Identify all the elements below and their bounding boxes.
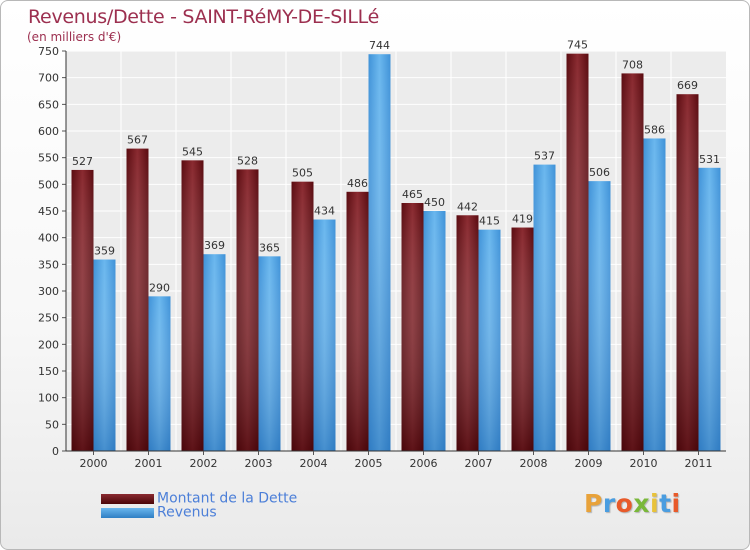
bar-revenus-shade xyxy=(698,167,721,452)
x-tick-label: 2010 xyxy=(630,457,658,470)
data-label: 506 xyxy=(589,166,610,179)
y-tick-label: 50 xyxy=(45,418,59,431)
data-label: 365 xyxy=(259,241,280,254)
bar-revenus-shade xyxy=(368,54,391,451)
bar-revenus-shade xyxy=(203,254,226,451)
y-tick-label: 500 xyxy=(38,178,59,191)
bar-revenus-shade xyxy=(533,164,556,451)
x-tick-label: 2005 xyxy=(355,457,383,470)
legend-label-debt: Montant de la Dette xyxy=(157,490,298,507)
bar-revenus-shade xyxy=(148,296,171,451)
legend-swatch-debt xyxy=(101,493,154,504)
data-label: 708 xyxy=(622,58,643,71)
data-label: 450 xyxy=(424,196,445,209)
data-label: 744 xyxy=(369,39,390,52)
data-label: 567 xyxy=(127,134,148,147)
data-label: 434 xyxy=(314,205,335,218)
y-tick-label: 750 xyxy=(38,45,59,58)
x-tick-label: 2006 xyxy=(410,457,438,470)
x-tick-label: 2009 xyxy=(575,457,603,470)
y-tick-label: 400 xyxy=(38,232,59,245)
legend-item-debt: Montant de la Dette xyxy=(101,488,298,507)
bar-revenus-shade xyxy=(423,211,446,451)
y-tick-label: 100 xyxy=(38,392,59,405)
legend-item-revenus: Revenus xyxy=(101,502,217,521)
x-tick-label: 2004 xyxy=(300,457,328,470)
bar-revenus-shade xyxy=(588,181,611,451)
y-tick-label: 250 xyxy=(38,312,59,325)
data-label: 465 xyxy=(402,188,423,201)
data-label: 486 xyxy=(347,177,368,190)
y-tick-label: 300 xyxy=(38,285,59,298)
x-tick-label: 2002 xyxy=(190,457,218,470)
data-label: 745 xyxy=(567,39,588,52)
x-tick-label: 2000 xyxy=(80,457,108,470)
data-label: 528 xyxy=(237,154,258,167)
bar-debt-shade xyxy=(236,169,259,451)
data-label: 531 xyxy=(699,153,720,166)
y-tick-label: 600 xyxy=(38,125,59,138)
y-tick-label: 450 xyxy=(38,205,59,218)
y-tick-label: 0 xyxy=(52,445,59,458)
data-label: 442 xyxy=(457,200,478,213)
y-tick-label: 550 xyxy=(38,152,59,165)
proxiti-logo: Proxiti xyxy=(584,489,681,518)
chart-subtitle: (en milliers d'€) xyxy=(27,30,122,44)
legend-label-revenus: Revenus xyxy=(157,504,217,521)
data-label: 359 xyxy=(94,245,115,258)
data-label: 669 xyxy=(677,79,698,92)
bar-debt-shade xyxy=(126,148,149,451)
bar-revenus-shade xyxy=(93,259,116,451)
legend-swatch-revenus xyxy=(101,507,154,518)
bar-debt-shade xyxy=(511,227,534,451)
bar-debt-shade xyxy=(346,191,369,452)
data-label: 537 xyxy=(534,150,555,163)
bar-debt-shade xyxy=(621,73,644,452)
data-label: 415 xyxy=(479,215,500,228)
data-label: 290 xyxy=(149,281,170,294)
data-label: 369 xyxy=(204,239,225,252)
bar-debt-shade xyxy=(676,94,699,451)
bar-revenus-shade xyxy=(258,256,281,451)
bar-debt-shade xyxy=(181,160,204,452)
x-tick-label: 2001 xyxy=(135,457,163,470)
y-tick-label: 700 xyxy=(38,72,59,85)
data-label: 505 xyxy=(292,167,313,180)
bar-debt-shade xyxy=(566,53,589,452)
bar-debt-shade xyxy=(71,169,94,451)
bar-revenus-shade xyxy=(313,219,336,451)
bar-debt-shade xyxy=(456,215,479,451)
x-tick-label: 2007 xyxy=(465,457,493,470)
bar-revenus-shade xyxy=(478,229,501,451)
x-tick-label: 2003 xyxy=(245,457,273,470)
bar-revenus-shade xyxy=(643,138,666,451)
data-label: 586 xyxy=(644,123,665,136)
x-tick-label: 2011 xyxy=(685,457,713,470)
y-tick-label: 200 xyxy=(38,338,59,351)
data-label: 527 xyxy=(72,155,93,168)
bar-debt-shade xyxy=(401,203,424,451)
x-tick-label: 2008 xyxy=(520,457,548,470)
y-tick-label: 650 xyxy=(38,98,59,111)
data-label: 419 xyxy=(512,213,533,226)
y-tick-label: 350 xyxy=(38,258,59,271)
y-tick-label: 150 xyxy=(38,365,59,378)
data-label: 545 xyxy=(182,145,203,158)
chart-title: Revenus/Dette - SAINT-RéMY-DE-SILLé xyxy=(28,6,379,28)
bar-debt-shade xyxy=(291,181,314,451)
